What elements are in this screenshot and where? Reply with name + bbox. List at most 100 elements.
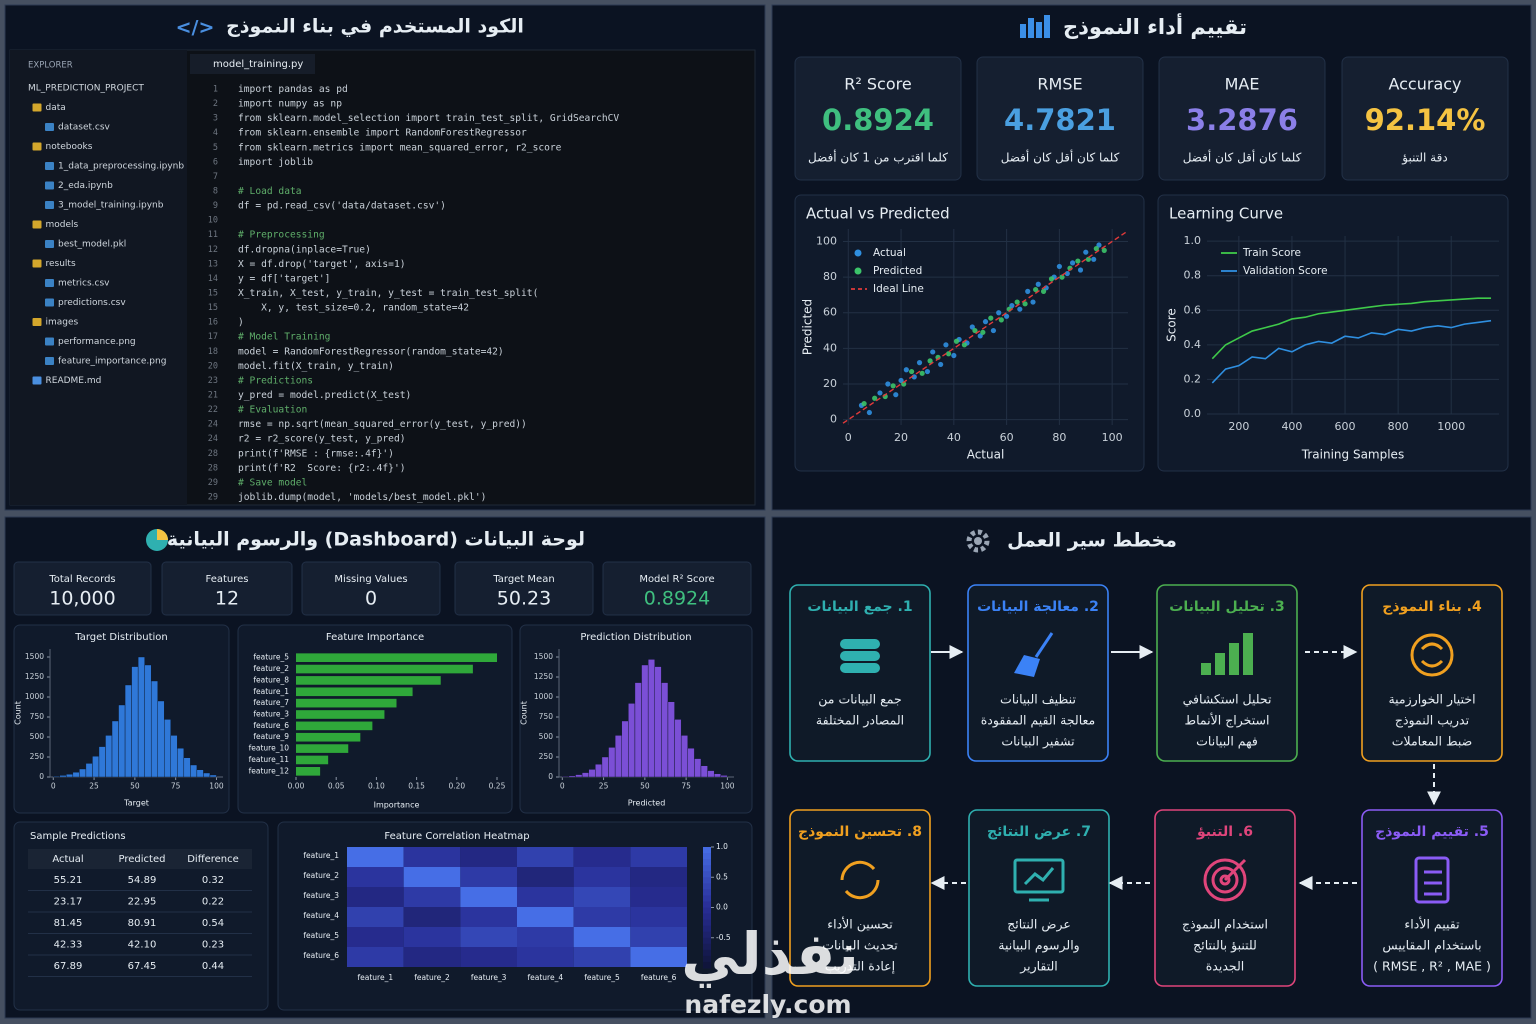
y-tick-label: 0 xyxy=(548,772,553,781)
table-cell: 23.17 xyxy=(54,897,83,908)
heatmap-cell xyxy=(573,847,631,867)
icon xyxy=(840,663,880,673)
x-tick-label: 50 xyxy=(130,782,140,791)
code-line: # Model Training xyxy=(238,332,330,343)
line-number: 22 xyxy=(208,405,218,415)
tree-item: 2_eda.ipynb xyxy=(58,181,113,191)
scatter-point xyxy=(909,368,915,375)
table-title: Sample Predictions xyxy=(30,831,126,842)
heatmap-cell xyxy=(630,947,687,967)
heatmap-cell xyxy=(403,947,461,967)
scatter-point xyxy=(885,381,891,387)
histogram-bar xyxy=(150,680,158,778)
legend-label: Train Score xyxy=(1242,247,1301,259)
histogram-bar xyxy=(667,701,675,778)
step-line: جمع البيانات من xyxy=(818,692,901,708)
metric-value: 92.14% xyxy=(1365,103,1486,137)
histogram-bar xyxy=(647,659,655,778)
histogram-bar xyxy=(85,763,93,778)
scatter-point xyxy=(1075,258,1081,264)
code-line: print(f'RMSE : {rmse:.4f}') xyxy=(238,448,394,459)
table-cell: 42.10 xyxy=(128,940,157,951)
y-tick-label: 1500 xyxy=(534,652,553,661)
code-line: model = RandomForestRegressor(random_sta… xyxy=(238,346,504,357)
heatmap-cell xyxy=(460,947,517,967)
code-line: joblib.dump(model, 'models/best_model.pk… xyxy=(238,492,486,503)
histogram-bar xyxy=(190,764,198,778)
stat-value: 0 xyxy=(365,588,377,610)
histogram-bar xyxy=(661,682,669,778)
stat-value: 0.8924 xyxy=(644,588,710,610)
tree-icon xyxy=(45,298,54,307)
x-tick-label: 100 xyxy=(209,782,224,791)
line-number: 12 xyxy=(208,245,218,255)
line-number: 28 xyxy=(208,463,218,473)
y-tick-label: 1250 xyxy=(534,672,553,681)
y-tick-label: 750 xyxy=(30,712,45,721)
histogram-bar xyxy=(568,775,576,778)
tree-icon xyxy=(32,142,42,151)
line-number: 23 xyxy=(208,376,218,386)
icon xyxy=(1219,874,1231,886)
colorbar-segment xyxy=(703,949,711,957)
scatter-point xyxy=(866,409,872,416)
icon xyxy=(1243,633,1253,675)
y-tick-label: 0.0 xyxy=(1184,407,1202,420)
step-box xyxy=(967,584,1109,762)
line-number: 29 xyxy=(208,492,218,502)
x-tick-label: 100 xyxy=(1102,431,1123,444)
x-axis-label: Predicted xyxy=(628,799,666,808)
colorbar-segment xyxy=(703,871,711,878)
y-tick-label: 80 xyxy=(823,270,837,283)
line-number: 1 xyxy=(213,85,218,95)
line-number: 20 xyxy=(208,361,218,371)
y-tick-label: 60 xyxy=(823,306,837,319)
y-axis-label: Count xyxy=(14,701,23,725)
bar xyxy=(296,710,385,719)
chart-title: Learning Curve xyxy=(1169,205,1283,223)
colorbar-segment xyxy=(703,955,711,963)
scatter-point xyxy=(938,361,944,368)
icon xyxy=(1201,663,1211,675)
y-tick-label: feature_3 xyxy=(253,710,289,719)
step-box xyxy=(968,809,1110,987)
code-line: # Evaluation xyxy=(238,405,307,416)
histogram-bar xyxy=(137,656,145,778)
heatmap-cell xyxy=(573,907,631,927)
histogram-bar xyxy=(614,735,622,778)
y-tick-label: feature_6 xyxy=(253,721,289,730)
tree-icon xyxy=(45,279,54,287)
scatter-point xyxy=(1048,276,1055,282)
ideal-line xyxy=(842,230,1129,424)
bar xyxy=(296,676,441,685)
histogram-bar xyxy=(92,756,100,778)
line-number: 28 xyxy=(208,449,218,459)
x-tick-label: 75 xyxy=(171,782,181,791)
metric-note: كلما اقترب من 1 كان أفضل xyxy=(808,150,948,166)
scatter-point xyxy=(969,324,975,330)
histogram-bar xyxy=(700,765,708,778)
heatmap-cell xyxy=(403,907,461,927)
step-title: 3. تحليل البيانات xyxy=(1169,599,1284,615)
stat-card xyxy=(161,561,293,616)
colorbar-label: -0.5 xyxy=(716,933,731,942)
scatter-point xyxy=(1004,313,1010,319)
line-number: 6 xyxy=(213,157,218,167)
metric-label: MAE xyxy=(1225,75,1260,94)
step-line: تنظيف البيانات xyxy=(1000,692,1076,707)
step-title: 7. عرض النتائج xyxy=(987,824,1091,840)
legend-label: Predicted xyxy=(873,265,922,277)
x-tick-label: 25 xyxy=(599,782,609,791)
series-line xyxy=(1211,319,1492,384)
title-icon xyxy=(966,529,990,553)
x-tick-label: 40 xyxy=(947,431,961,444)
icon xyxy=(1223,858,1247,882)
step-line: ضبط المعاملات xyxy=(1392,734,1473,749)
panel-title: مخطط سير العمل xyxy=(1007,530,1177,552)
line-number: 2 xyxy=(213,99,218,109)
step-title: 2. معالجة البيانات xyxy=(977,599,1099,615)
scatter-point xyxy=(943,342,949,348)
icon xyxy=(1414,856,1450,904)
heatmap-cell xyxy=(403,847,461,867)
tree-item: performance.png xyxy=(58,337,136,347)
